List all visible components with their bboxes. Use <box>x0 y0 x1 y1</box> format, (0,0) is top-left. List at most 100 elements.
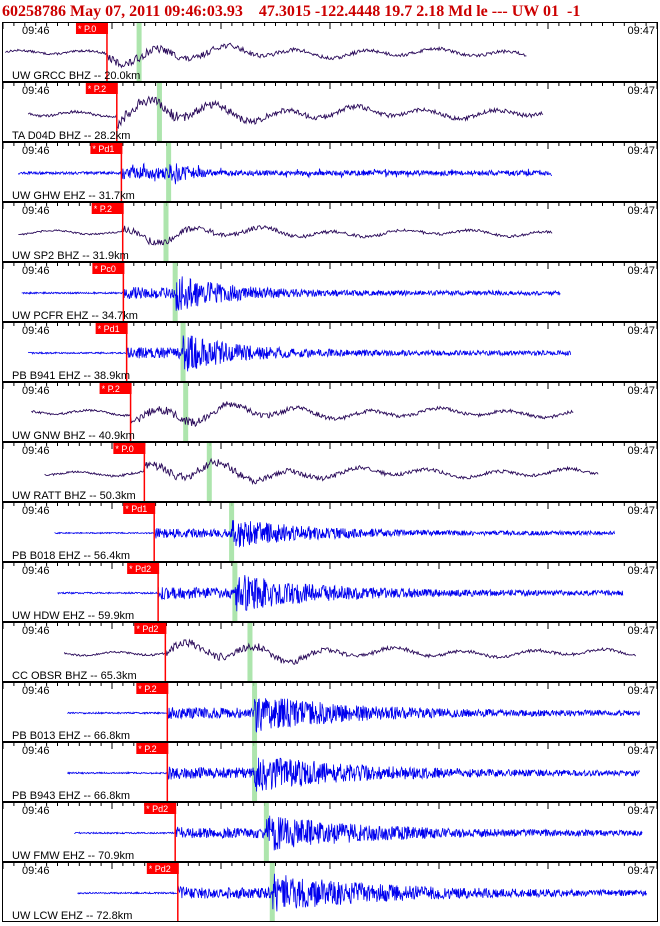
time-end-label: 09:47 <box>627 265 655 277</box>
s-arrival-marker <box>172 263 178 321</box>
trace-panel: 09:46 09:47 * P.2 TA D04D BHZ -- 28.2km <box>2 82 658 142</box>
waveform-trace <box>31 401 574 428</box>
station-label: CC OBSR BHZ -- 65.3km <box>12 670 137 682</box>
p-pick-box <box>91 203 124 214</box>
panel-frame <box>2 142 658 202</box>
panel-frame <box>2 442 658 502</box>
panel-frame <box>2 262 658 322</box>
waveform-trace <box>67 698 640 733</box>
time-start-label: 09:46 <box>22 505 50 517</box>
event-header: 60258786 May 07, 2011 09:46:03.93 47.301… <box>2 3 581 20</box>
waveform-trace <box>5 42 527 69</box>
station-label: UW FMW EHZ -- 70.9km <box>12 850 134 862</box>
p-pick-label: * P.2 <box>138 744 156 754</box>
trace-panel: 09:46 09:47 * P.0 UW GRCC BHZ -- 20.0km <box>2 22 658 82</box>
station-label: PB B943 EHZ -- 66.8km <box>12 790 130 802</box>
waveform-trace <box>18 162 552 185</box>
p-pick-label: * Pc0 <box>94 264 116 274</box>
time-end-label: 09:47 <box>627 685 655 697</box>
p-pick-label: * P.0 <box>115 444 133 454</box>
s-arrival-marker <box>163 203 169 261</box>
p-pick-label: * Pd2 <box>129 564 151 574</box>
s-arrival-marker <box>252 683 258 741</box>
p-pick-box <box>136 743 169 754</box>
panel-frame <box>2 382 658 442</box>
trace-panel: 09:46 09:47 * Pd2 UW FMW EHZ -- 70.9km <box>2 802 658 862</box>
waveform-trace <box>44 457 599 486</box>
trace-panel: 09:46 09:47 * P.2 PB B943 EHZ -- 66.8km <box>2 742 658 802</box>
p-pick-box <box>136 683 169 694</box>
time-end-label: 09:47 <box>627 325 655 337</box>
p-pick-box <box>127 563 160 574</box>
p-pick-label: * Pd1 <box>98 324 120 334</box>
panel-frame <box>2 742 658 802</box>
waveform-trace <box>21 276 561 311</box>
p-pick-box <box>75 23 108 34</box>
p-pick-box <box>123 503 156 514</box>
time-start-label: 09:46 <box>22 685 50 697</box>
panel-frame <box>2 322 658 382</box>
p-pick-box <box>144 803 177 814</box>
p-pick-box <box>90 143 123 154</box>
waveform-trace <box>63 638 637 665</box>
p-pick-label: * P.0 <box>78 24 96 34</box>
station-label: UW RATT BHZ -- 50.3km <box>12 490 136 502</box>
p-pick-box <box>92 263 125 274</box>
p-pick-box <box>113 443 146 454</box>
panel-frame <box>2 22 658 82</box>
time-end-label: 09:47 <box>627 565 655 577</box>
waveform-trace <box>57 575 624 612</box>
time-start-label: 09:46 <box>22 805 50 817</box>
time-start-label: 09:46 <box>22 145 50 157</box>
s-arrival-marker <box>206 443 212 501</box>
p-pick-box <box>146 863 179 874</box>
time-end-label: 09:47 <box>627 445 655 457</box>
time-start-label: 09:46 <box>22 745 50 757</box>
station-label: TA D04D BHZ -- 28.2km <box>12 130 130 142</box>
panel-frame <box>2 202 658 262</box>
station-label: PB B013 EHZ -- 66.8km <box>12 730 130 742</box>
time-end-label: 09:47 <box>627 625 655 637</box>
time-end-label: 09:47 <box>627 505 655 517</box>
waveform-trace <box>74 815 643 851</box>
time-start-label: 09:46 <box>22 385 50 397</box>
time-end-label: 09:47 <box>627 145 655 157</box>
s-arrival-marker <box>166 143 172 201</box>
panel-frame <box>2 562 658 622</box>
station-label: PB B941 EHZ -- 38.9km <box>12 370 130 382</box>
time-end-label: 09:47 <box>627 85 655 97</box>
p-pick-label: * Pd1 <box>92 144 114 154</box>
time-end-label: 09:47 <box>627 805 655 817</box>
station-label: UW LCW EHZ -- 72.8km <box>12 910 132 922</box>
station-label: UW SP2 BHZ -- 31.9km <box>12 250 129 262</box>
trace-panel: 09:46 09:47 * P.2 PB B013 EHZ -- 66.8km <box>2 682 658 742</box>
p-pick-box <box>99 383 132 394</box>
p-pick-label: * Pd2 <box>146 804 168 814</box>
trace-panel: 09:46 09:47 * P.2 UW GNW BHZ -- 40.9km <box>2 382 658 442</box>
waveform-trace <box>54 520 615 548</box>
trace-panel: 09:46 09:47 * Pd2 UW LCW EHZ -- 72.8km <box>2 862 658 922</box>
trace-panel: 09:46 09:47 * Pd2 UW HDW EHZ -- 59.9km <box>2 562 658 622</box>
time-end-label: 09:47 <box>627 745 655 757</box>
panel-frame <box>2 862 658 922</box>
time-start-label: 09:46 <box>22 85 50 97</box>
trace-panel: 09:46 09:47 * Pc0 UW PCFR EHZ -- 34.7km <box>2 262 658 322</box>
station-label: UW HDW EHZ -- 59.9km <box>12 610 134 622</box>
panel-frame <box>2 802 658 862</box>
time-end-label: 09:47 <box>627 385 655 397</box>
panel-frame <box>2 82 658 142</box>
p-pick-label: * Pd1 <box>125 504 147 514</box>
time-start-label: 09:46 <box>22 865 50 877</box>
station-label: PB B018 EHZ -- 56.4km <box>12 550 130 562</box>
trace-panel: 09:46 09:47 * P.2 UW SP2 BHZ -- 31.9km <box>2 202 658 262</box>
s-arrival-marker <box>136 23 142 81</box>
waveform-trace <box>67 757 640 792</box>
station-label: UW PCFR EHZ -- 34.7km <box>12 310 138 322</box>
time-start-label: 09:46 <box>22 205 50 217</box>
station-label: UW GHW EHZ -- 31.7km <box>12 190 135 202</box>
time-start-label: 09:46 <box>22 265 50 277</box>
trace-panel: 09:46 09:47 * Pd1 PB B941 EHZ -- 38.9km <box>2 322 658 382</box>
s-arrival-marker <box>183 383 189 441</box>
trace-panel: 09:46 09:47 * Pd1 UW GHW EHZ -- 31.7km <box>2 142 658 202</box>
trace-panel: 09:46 09:47 * Pd2 CC OBSR BHZ -- 65.3km <box>2 622 658 682</box>
